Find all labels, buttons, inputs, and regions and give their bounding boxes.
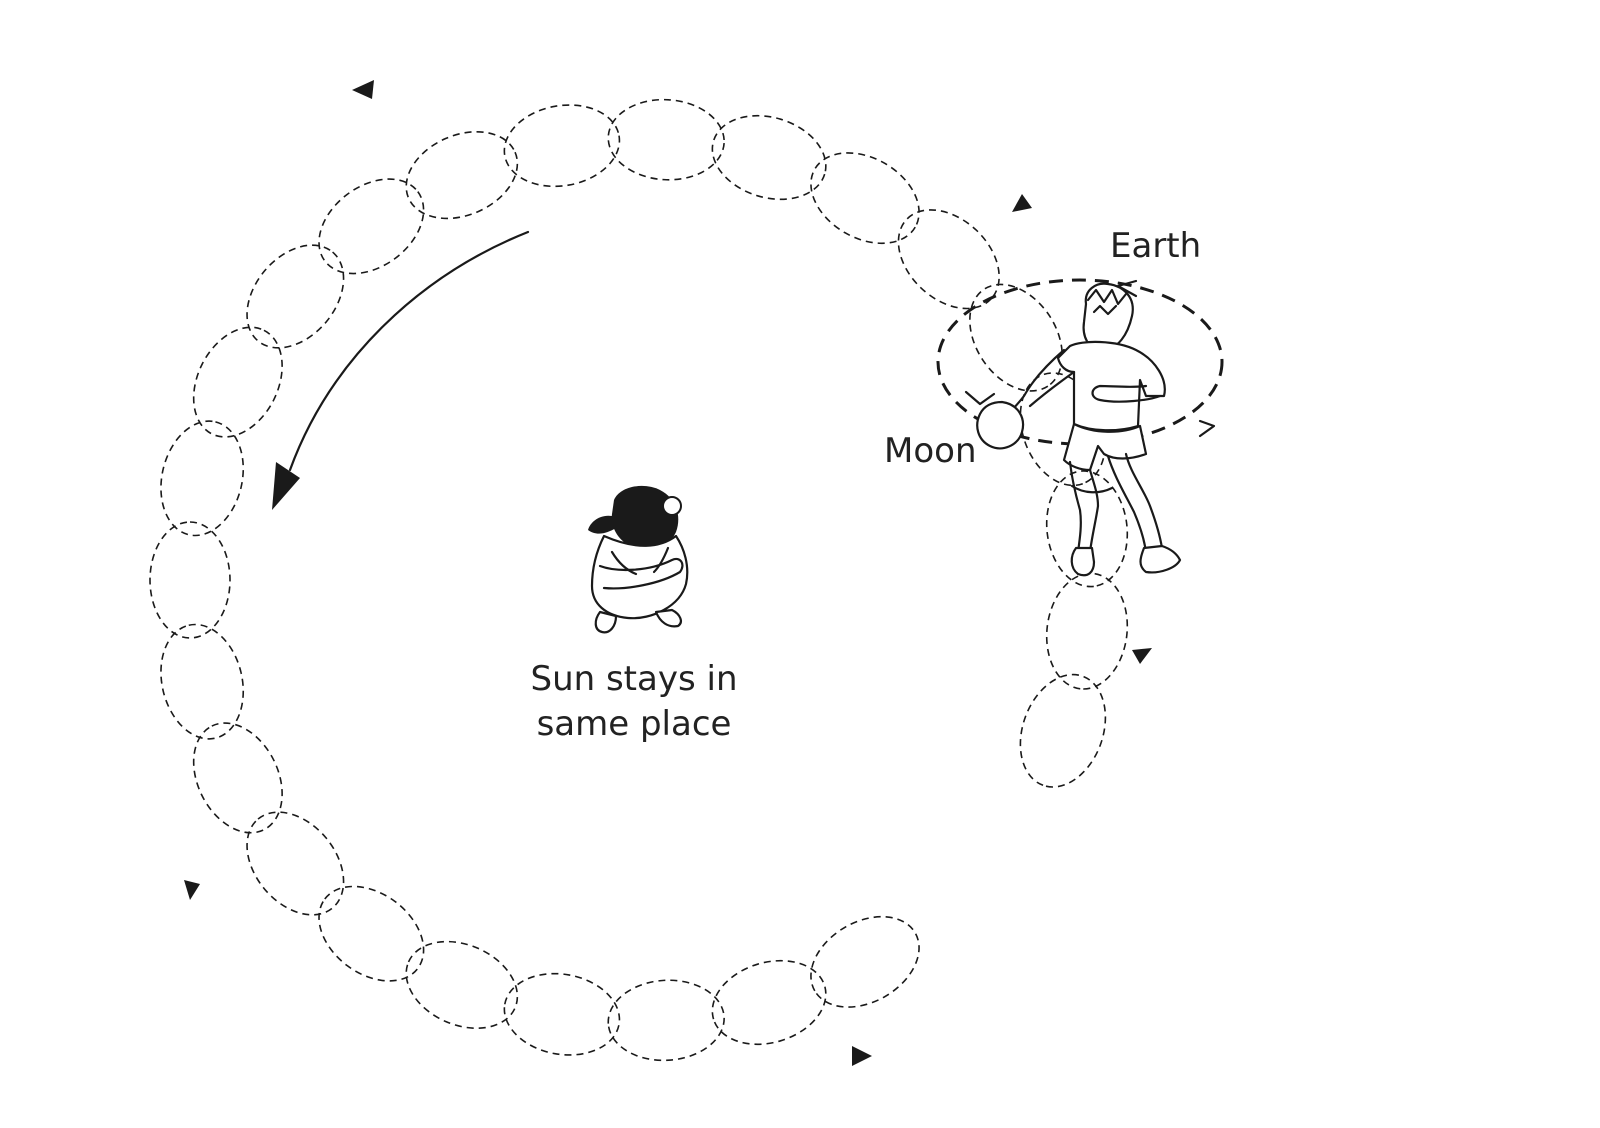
moon-loop xyxy=(192,326,283,438)
loop-arrowhead xyxy=(1132,648,1152,664)
boy-figure-icon xyxy=(1006,282,1182,577)
orbit-direction-arrow-icon xyxy=(272,230,530,510)
sun-label-line1: Sun stays in xyxy=(530,659,737,699)
loop-arrowhead xyxy=(352,80,374,99)
loop-arrowhead xyxy=(1012,194,1032,212)
moon-loop xyxy=(246,811,345,916)
moon-loop xyxy=(503,104,621,188)
moon-loop xyxy=(711,959,827,1046)
moon-loop xyxy=(503,972,621,1056)
moon-loop xyxy=(1045,470,1129,588)
moon-loop xyxy=(810,915,920,1008)
moon-loop xyxy=(607,98,725,181)
girl-figure-icon xyxy=(588,485,689,634)
moon-loop xyxy=(711,114,827,201)
moon-loop xyxy=(318,885,425,982)
moon-loop xyxy=(160,420,245,537)
moon-loop xyxy=(810,152,920,245)
moon-loop xyxy=(149,521,231,639)
loop-direction-arrows xyxy=(184,80,1152,1066)
moon-loop xyxy=(405,940,519,1030)
moon-loop xyxy=(1045,572,1129,690)
loop-arrowhead xyxy=(184,880,200,900)
moon-loop xyxy=(1019,673,1107,788)
moon-ball-icon xyxy=(976,400,1025,450)
earth-label: Earth xyxy=(1110,226,1201,266)
moon-loop xyxy=(192,722,283,834)
loop-arrowhead xyxy=(852,1046,872,1066)
moon-loop xyxy=(318,178,425,275)
moon-loop xyxy=(246,244,345,349)
moon-loop xyxy=(405,130,519,220)
moon-loop xyxy=(607,979,725,1062)
sun-label-line2: same place xyxy=(537,704,732,744)
moon-label: Moon xyxy=(884,431,977,471)
moon-loop xyxy=(160,623,245,740)
moon-loop xyxy=(897,209,1000,310)
